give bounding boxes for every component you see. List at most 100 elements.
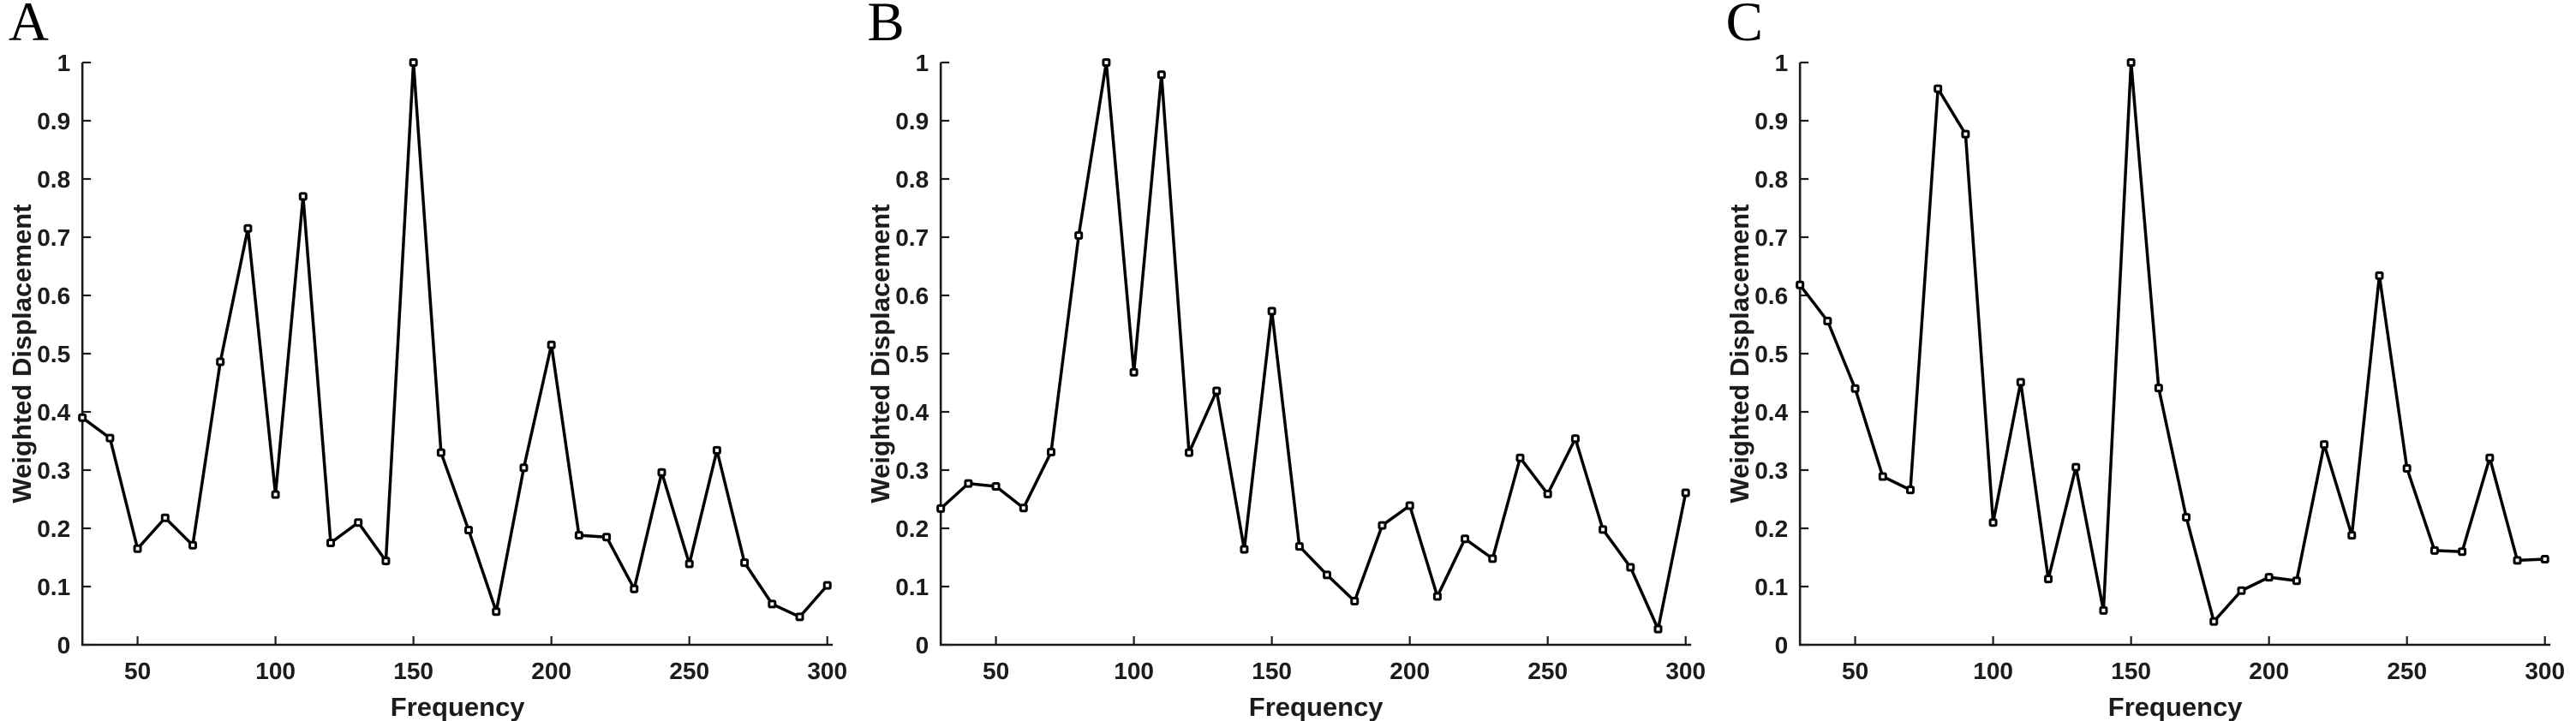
axis-spine <box>940 63 1692 647</box>
data-point-marker <box>740 558 750 568</box>
data-point-marker <box>822 581 832 590</box>
data-point-marker <box>712 445 721 455</box>
data-point-marker <box>574 531 583 540</box>
y-tick-label: 1 <box>916 50 929 76</box>
data-point-marker <box>964 479 973 488</box>
data-series-line <box>939 61 1688 631</box>
x-tick-label: 100 <box>1115 658 1155 684</box>
data-point-marker <box>1405 501 1414 510</box>
data-point-marker <box>991 482 1001 492</box>
data-point-marker <box>2181 513 2190 522</box>
data-point-marker <box>1378 521 1387 530</box>
data-series-line <box>1798 61 2547 623</box>
x-tick-label: 300 <box>2525 658 2565 684</box>
data-point-marker <box>1185 448 1194 457</box>
data-point-marker <box>1905 486 1915 495</box>
y-tick-label: 0.8 <box>37 166 70 193</box>
x-tick-label: 150 <box>2111 658 2151 684</box>
data-point-marker <box>2346 531 2356 540</box>
data-point-marker <box>1571 434 1581 444</box>
data-point-marker <box>1988 518 1998 527</box>
data-point-marker <box>2540 555 2549 564</box>
data-point-marker <box>1267 307 1276 316</box>
y-tick-label: 0.3 <box>1754 457 1788 484</box>
panel-a-letter: A <box>9 0 49 53</box>
data-point-marker <box>1433 592 1443 601</box>
y-tick-label: 0.8 <box>1754 166 1788 193</box>
y-tick-label: 0.4 <box>896 399 929 426</box>
y-tick-label: 0.8 <box>896 166 929 193</box>
y-tick-label: 0.6 <box>37 283 70 309</box>
data-point-marker <box>492 607 501 617</box>
panel-c: C 0 0.1 0.2 0.3 0.4 0.5 0.6 0.7 0.8 0.9 1 50 100 150 2… <box>1717 0 2576 721</box>
y-tick-label: 0.1 <box>1754 574 1788 600</box>
data-point-marker <box>2237 586 2246 595</box>
x-tick-label: 250 <box>2387 658 2427 684</box>
data-series-line <box>81 61 829 619</box>
y-tick-label: 0.6 <box>1754 283 1788 309</box>
data-point-marker <box>1212 386 1222 396</box>
data-point-marker <box>1157 70 1167 80</box>
x-tick-label: 200 <box>531 658 571 684</box>
data-point-marker <box>1129 367 1139 377</box>
panel-b: B 0 0.1 0.2 0.3 0.4 0.5 0.6 0.7 0.8 0.9 1 50 100 150 2… <box>858 0 1718 721</box>
data-point-marker <box>602 533 612 542</box>
data-point-marker <box>1461 534 1470 544</box>
y-tick-label: 0.1 <box>37 574 70 600</box>
y-axis-label: Weighted Displacement <box>865 204 895 503</box>
x-tick-label: 50 <box>1842 658 1868 684</box>
y-tick-label: 0.3 <box>37 457 70 484</box>
x-tick-label: 200 <box>1390 658 1431 684</box>
data-point-marker <box>795 612 804 622</box>
data-point-marker <box>2513 556 2522 565</box>
x-tick-label: 150 <box>1252 658 1293 684</box>
data-point-marker <box>298 192 308 201</box>
y-tick-label: 0.2 <box>37 515 70 542</box>
data-point-marker <box>1653 624 1663 634</box>
data-point-marker <box>2292 576 2301 586</box>
data-point-marker <box>160 513 170 522</box>
data-point-marker <box>2154 384 2163 393</box>
data-point-marker <box>133 544 142 553</box>
data-point-marker <box>1102 58 1111 67</box>
data-point-marker <box>1795 280 1804 289</box>
y-tick-label: 0.4 <box>1754 399 1788 426</box>
data-point-marker <box>657 468 666 477</box>
y-tick-label: 0.9 <box>37 108 70 134</box>
data-point-marker <box>1515 453 1525 462</box>
data-point-marker <box>1240 545 1249 554</box>
data-point-marker <box>2484 453 2494 462</box>
x-tick-label: 50 <box>124 658 151 684</box>
data-point-marker <box>684 559 694 569</box>
y-tick-label: 0.5 <box>896 341 929 367</box>
x-axis-label: Frequency <box>1249 692 1384 721</box>
data-point-marker <box>2402 463 2412 473</box>
data-point-marker <box>1295 542 1305 551</box>
data-point-marker <box>1682 488 1691 498</box>
data-point-marker <box>216 357 225 366</box>
y-axis-label: Weighted Displacement <box>7 204 37 503</box>
data-point-marker <box>1019 504 1029 513</box>
data-point-marker <box>630 584 639 593</box>
panel-b-letter: B <box>867 0 905 53</box>
data-point-marker <box>1933 84 1942 93</box>
data-point-marker <box>326 539 336 547</box>
panel-a: A 0 0.1 0.2 0.3 0.4 0.5 0.6 0.7 0.8 0.9 1 50 100 150 2… <box>0 0 859 721</box>
x-tick-label: 50 <box>983 658 1009 684</box>
panel-c-letter: C <box>1725 0 1764 53</box>
data-point-marker <box>768 599 777 609</box>
y-axis-label: Weighted Displacement <box>1724 204 1754 503</box>
y-tick-label: 0.6 <box>896 283 929 309</box>
y-tick-label: 0.5 <box>37 341 70 367</box>
data-point-marker <box>105 433 115 443</box>
data-point-marker <box>519 463 529 473</box>
x-tick-label: 300 <box>807 658 847 684</box>
y-tick-label: 0.4 <box>37 399 70 426</box>
data-point-marker <box>2126 58 2136 67</box>
y-tick-label: 0.3 <box>896 457 929 484</box>
y-tick-label: 0 <box>916 632 929 658</box>
x-tick-label: 200 <box>2249 658 2289 684</box>
data-point-marker <box>1544 489 1553 498</box>
